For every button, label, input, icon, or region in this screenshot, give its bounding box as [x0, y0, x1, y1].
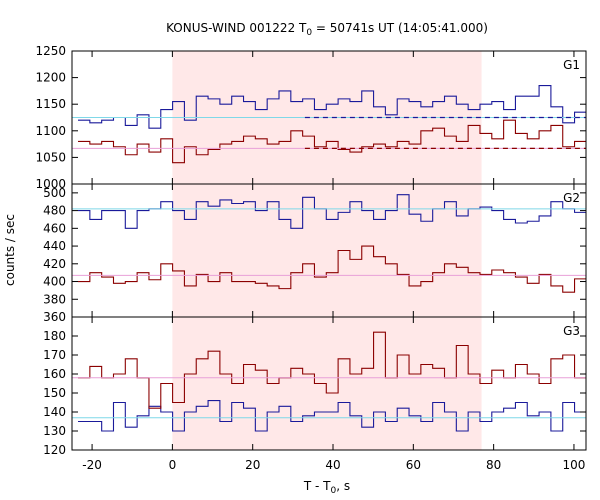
- y-tick-label: 140: [43, 405, 66, 419]
- series-red-series-line: [78, 119, 586, 164]
- svg-text:counts / sec: counts / sec: [3, 214, 17, 286]
- highlight-region: [172, 317, 482, 450]
- series-red-series-line: [78, 245, 586, 293]
- series-blue-series-line: [78, 85, 586, 129]
- y-tick-label: 500: [43, 186, 66, 200]
- y-tick-label: 460: [43, 221, 66, 235]
- panel-g3: 120 130 140 150 160 170 180 -20 0 20 40 60 80 100 G3: [43, 316, 587, 472]
- svg-text:KONUS-WIND 001222 T0 = 50741s: KONUS-WIND 001222 T0 = 50741s UT (14:05:…: [166, 21, 488, 38]
- chart-title: KONUS-WIND 001222 T0 = 50741s UT (14:05:…: [166, 21, 488, 38]
- x-tick-label: 40: [325, 458, 340, 472]
- svg-text:T - T0, s: T - T0, s: [303, 479, 350, 496]
- x-tick-label: 60: [406, 458, 421, 472]
- y-tick-label: 120: [43, 443, 66, 457]
- y-tick-label: 420: [43, 257, 66, 271]
- y-tick-label: 1150: [35, 97, 66, 111]
- y-axis-title: counts / sec: [3, 214, 17, 286]
- panels: 100010501100115012001250G136038040042044…: [35, 44, 587, 472]
- panel-frame: [71, 316, 587, 451]
- x-tick-label: 20: [245, 458, 260, 472]
- y-tick-label: 440: [43, 239, 66, 253]
- y-tick-label: 160: [43, 367, 66, 381]
- y-tick-label: 480: [43, 204, 66, 218]
- panel-g2: 360 380 400 420 440 460 480 500 G2: [43, 183, 587, 324]
- y-tick-label: 360: [43, 310, 66, 324]
- x-tick-label: 0: [169, 458, 177, 472]
- y-tick-label: 1250: [35, 44, 66, 58]
- y-tick-label: 180: [43, 329, 66, 343]
- y-tick-label: 1100: [35, 124, 66, 138]
- panel-label: G3: [563, 324, 580, 338]
- x-tick-label: 80: [486, 458, 501, 472]
- y-tick-label: 1200: [35, 71, 66, 85]
- y-tick-label: 1000: [35, 177, 66, 191]
- x-tick-label: -20: [82, 458, 102, 472]
- y-tick-label: 170: [43, 348, 66, 362]
- y-tick-label: 1050: [35, 150, 66, 164]
- panel-g1: 1000 1050 1100 1150 1200 1250 G1: [35, 44, 587, 191]
- y-tick-label: 380: [43, 292, 66, 306]
- y-tick-label: 400: [43, 275, 66, 289]
- x-tick-label: 100: [563, 458, 586, 472]
- y-tick-label: 130: [43, 424, 66, 438]
- panel-label: G1: [563, 58, 580, 72]
- series-blue-series-line: [78, 400, 586, 432]
- series-red-series-line: [78, 331, 586, 409]
- panel-label: G2: [563, 191, 580, 205]
- highlight-region: [172, 184, 482, 317]
- x-axis-title: T - T0, s: [303, 479, 350, 496]
- y-tick-label: 150: [43, 386, 66, 400]
